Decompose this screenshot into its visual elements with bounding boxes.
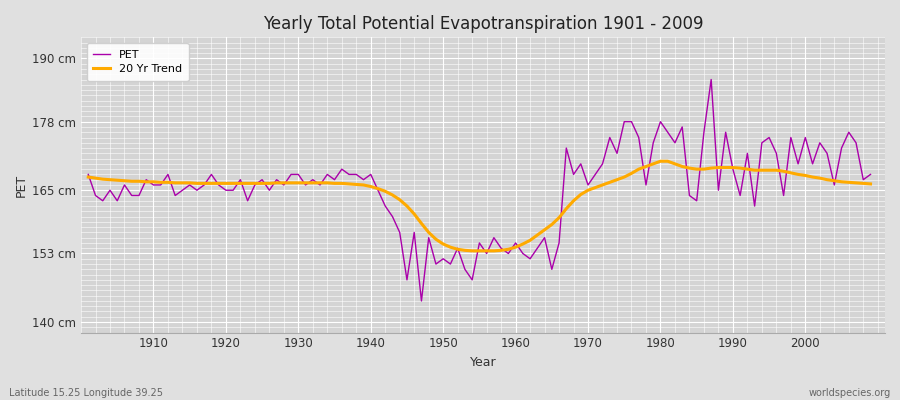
- PET: [605, 135, 616, 140]
- PET: [301, 182, 311, 187]
- 20 Yr Trend: [518, 242, 528, 246]
- PET: [140, 177, 151, 182]
- 20 Yr Trend: [301, 180, 311, 185]
- PET: [344, 172, 355, 177]
- PET: [83, 172, 94, 177]
- PET: [518, 251, 528, 256]
- Line: 20 Yr Trend: 20 Yr Trend: [88, 161, 870, 251]
- Line: PET: PET: [88, 80, 870, 301]
- Title: Yearly Total Potential Evapotranspiration 1901 - 2009: Yearly Total Potential Evapotranspiratio…: [263, 15, 703, 33]
- 20 Yr Trend: [605, 180, 616, 185]
- PET: [865, 172, 876, 177]
- Y-axis label: PET: PET: [15, 173, 28, 196]
- Text: Latitude 15.25 Longitude 39.25: Latitude 15.25 Longitude 39.25: [9, 388, 163, 398]
- 20 Yr Trend: [655, 159, 666, 164]
- PET: [416, 298, 427, 303]
- 20 Yr Trend: [344, 182, 355, 186]
- PET: [706, 77, 716, 82]
- 20 Yr Trend: [83, 175, 94, 180]
- X-axis label: Year: Year: [470, 356, 496, 369]
- 20 Yr Trend: [510, 245, 521, 250]
- 20 Yr Trend: [140, 179, 151, 184]
- PET: [510, 240, 521, 245]
- 20 Yr Trend: [467, 248, 478, 253]
- Text: worldspecies.org: worldspecies.org: [809, 388, 891, 398]
- 20 Yr Trend: [865, 182, 876, 186]
- Legend: PET, 20 Yr Trend: PET, 20 Yr Trend: [86, 43, 189, 81]
